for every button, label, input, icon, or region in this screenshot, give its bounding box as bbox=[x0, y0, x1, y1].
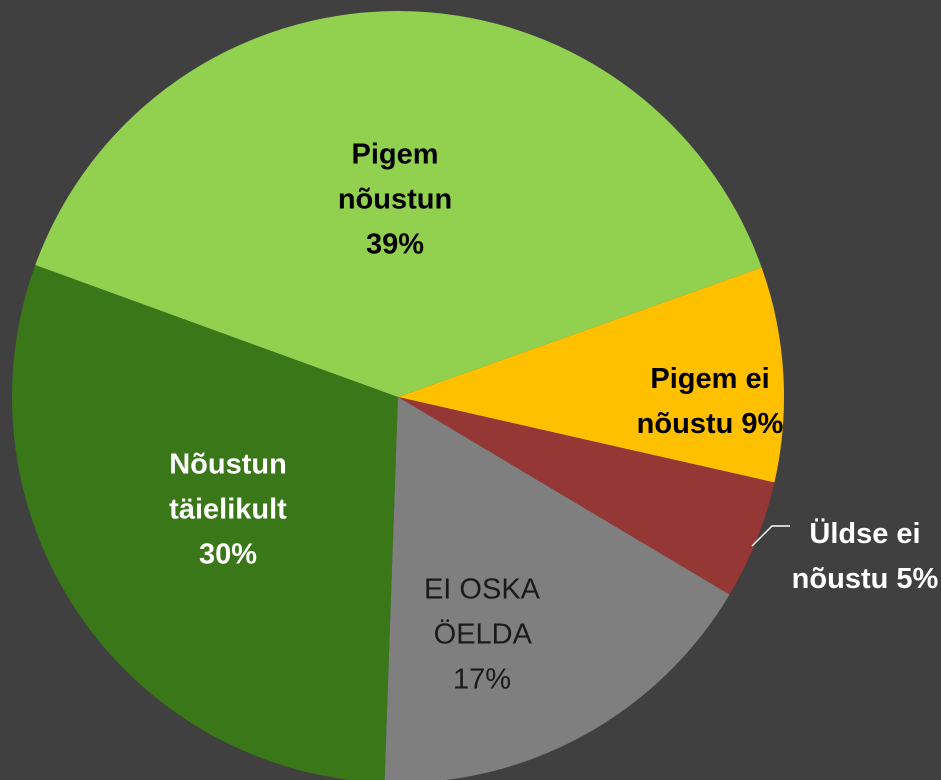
pie-slice bbox=[398, 267, 784, 483]
pie-slice bbox=[35, 11, 762, 398]
pie-slice bbox=[398, 397, 775, 595]
slice-label: Pigem ei nõustu 9% bbox=[610, 357, 810, 447]
slice-label: EI OSKA ÖELDA 17% bbox=[407, 568, 557, 703]
category-label: Üldse ei nõustu bbox=[791, 518, 921, 595]
pie-slice bbox=[384, 397, 730, 780]
value-label: 39% bbox=[365, 228, 425, 261]
value-label: 17% bbox=[452, 663, 512, 696]
pie-slice bbox=[12, 264, 398, 780]
category-label: Pigem nõustun bbox=[337, 138, 453, 216]
slice-label: Üldse ei nõustu 5% bbox=[790, 512, 940, 602]
slice-label: Nõustun täielikult 30% bbox=[138, 443, 318, 578]
category-label: Nõustun täielikult bbox=[169, 448, 287, 526]
category-label: Pigem ei nõustu bbox=[636, 363, 770, 440]
value-label: 5% bbox=[896, 563, 939, 595]
category-label: EI OSKA ÖELDA bbox=[423, 573, 541, 651]
value-label: 9% bbox=[741, 408, 784, 440]
value-label: 30% bbox=[198, 538, 258, 571]
leader-line bbox=[751, 525, 790, 547]
slice-label: Pigem nõustun 39% bbox=[305, 133, 485, 268]
